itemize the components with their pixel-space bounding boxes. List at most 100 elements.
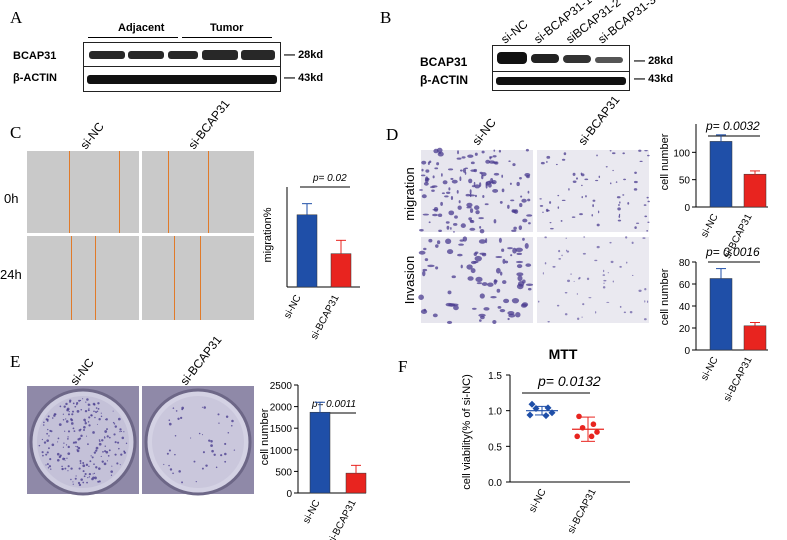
cell xyxy=(478,239,486,244)
colony xyxy=(177,417,180,420)
xtick-f-1: si-BCAP31 xyxy=(566,487,599,536)
cell xyxy=(525,148,529,152)
cell xyxy=(428,238,433,243)
ylabel-d1: cell number xyxy=(659,133,671,190)
cell xyxy=(545,208,549,212)
colony xyxy=(98,467,101,470)
cell xyxy=(485,159,491,164)
panel-a-label: A xyxy=(10,8,23,27)
cell xyxy=(473,252,478,257)
cell xyxy=(647,221,650,224)
cell xyxy=(516,283,524,290)
cell xyxy=(596,245,600,249)
cell xyxy=(440,201,443,206)
cell xyxy=(462,168,467,173)
cell xyxy=(634,171,637,174)
cell xyxy=(447,168,454,171)
colony xyxy=(205,464,208,467)
cell xyxy=(606,301,610,303)
colony xyxy=(95,411,98,413)
ytick-label: 2000 xyxy=(270,403,293,414)
cell xyxy=(510,254,513,257)
colony xyxy=(195,481,197,483)
colony xyxy=(72,483,74,485)
cell xyxy=(617,207,621,211)
cell xyxy=(420,174,426,177)
colony xyxy=(224,442,227,446)
colony-plate-sibcap xyxy=(144,388,252,496)
row-label-0h: 0h xyxy=(4,191,19,206)
column-labels-c: si-NC si-BCAP31 xyxy=(77,97,232,152)
colony xyxy=(95,466,98,469)
colony xyxy=(168,464,170,467)
cell xyxy=(500,271,503,276)
ytick-label: 0.0 xyxy=(488,478,502,489)
colony xyxy=(174,434,177,437)
colony xyxy=(58,423,62,427)
cell xyxy=(516,272,524,277)
cell xyxy=(610,260,614,264)
colony xyxy=(97,402,100,405)
colony xyxy=(46,451,49,454)
colony xyxy=(56,458,60,462)
colony xyxy=(95,449,98,452)
cell xyxy=(512,209,517,214)
colony xyxy=(168,422,172,426)
cell xyxy=(479,252,487,255)
cell xyxy=(467,154,474,158)
colony xyxy=(108,449,111,452)
cell xyxy=(441,192,445,195)
colony xyxy=(78,483,82,487)
cell xyxy=(454,215,458,219)
colony xyxy=(114,453,117,456)
ylabel-d2: cell number xyxy=(659,268,671,325)
cell xyxy=(474,184,481,189)
colony xyxy=(57,441,59,443)
cell xyxy=(457,150,459,155)
cell xyxy=(509,182,512,185)
cell xyxy=(515,311,521,318)
colony xyxy=(224,460,227,463)
cell xyxy=(433,206,439,212)
wound-image-sibcap-0h xyxy=(142,151,254,233)
cell xyxy=(446,249,454,255)
colony xyxy=(85,401,87,403)
colony xyxy=(88,407,90,409)
cell xyxy=(434,167,439,170)
lane-labels-b: si-NC si-BCAP31-1 siBCAP31-2 si-BCAP31-3 xyxy=(498,0,659,46)
cell xyxy=(576,293,578,295)
cell xyxy=(432,313,438,318)
colony xyxy=(83,428,86,431)
colony xyxy=(79,459,82,462)
cell xyxy=(603,269,605,273)
cell xyxy=(481,150,485,154)
cell xyxy=(619,201,621,204)
colony xyxy=(42,424,45,426)
cell xyxy=(501,188,505,193)
panel-f-label: F xyxy=(398,357,408,376)
cell xyxy=(421,168,424,172)
cell xyxy=(438,229,442,233)
cell xyxy=(479,315,485,320)
cell xyxy=(478,217,484,220)
colony xyxy=(87,403,91,406)
colony xyxy=(64,467,67,470)
cell xyxy=(418,294,424,300)
cell xyxy=(544,262,547,265)
cell xyxy=(555,163,558,166)
colony xyxy=(92,431,95,434)
cell xyxy=(452,222,458,226)
cell xyxy=(616,196,621,199)
colony xyxy=(202,451,205,454)
colony xyxy=(84,422,87,425)
cell xyxy=(564,313,568,316)
colony xyxy=(120,453,123,456)
cell xyxy=(460,223,466,228)
cell xyxy=(579,213,583,216)
cell xyxy=(610,182,612,185)
colony xyxy=(67,438,69,440)
colony xyxy=(119,464,121,466)
cell xyxy=(617,219,622,222)
row-label-invasion: Invasion xyxy=(402,256,417,304)
cell xyxy=(566,250,570,253)
